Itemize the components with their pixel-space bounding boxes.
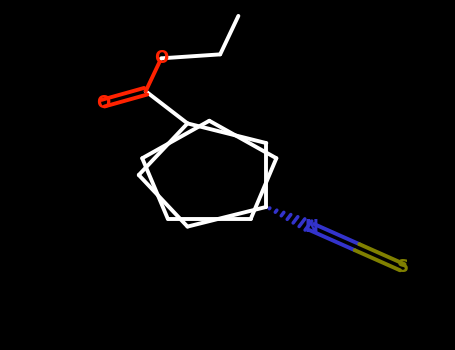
Text: O: O [96, 94, 110, 112]
Text: O: O [154, 49, 168, 67]
Text: N: N [305, 218, 318, 236]
Text: S: S [396, 258, 408, 276]
